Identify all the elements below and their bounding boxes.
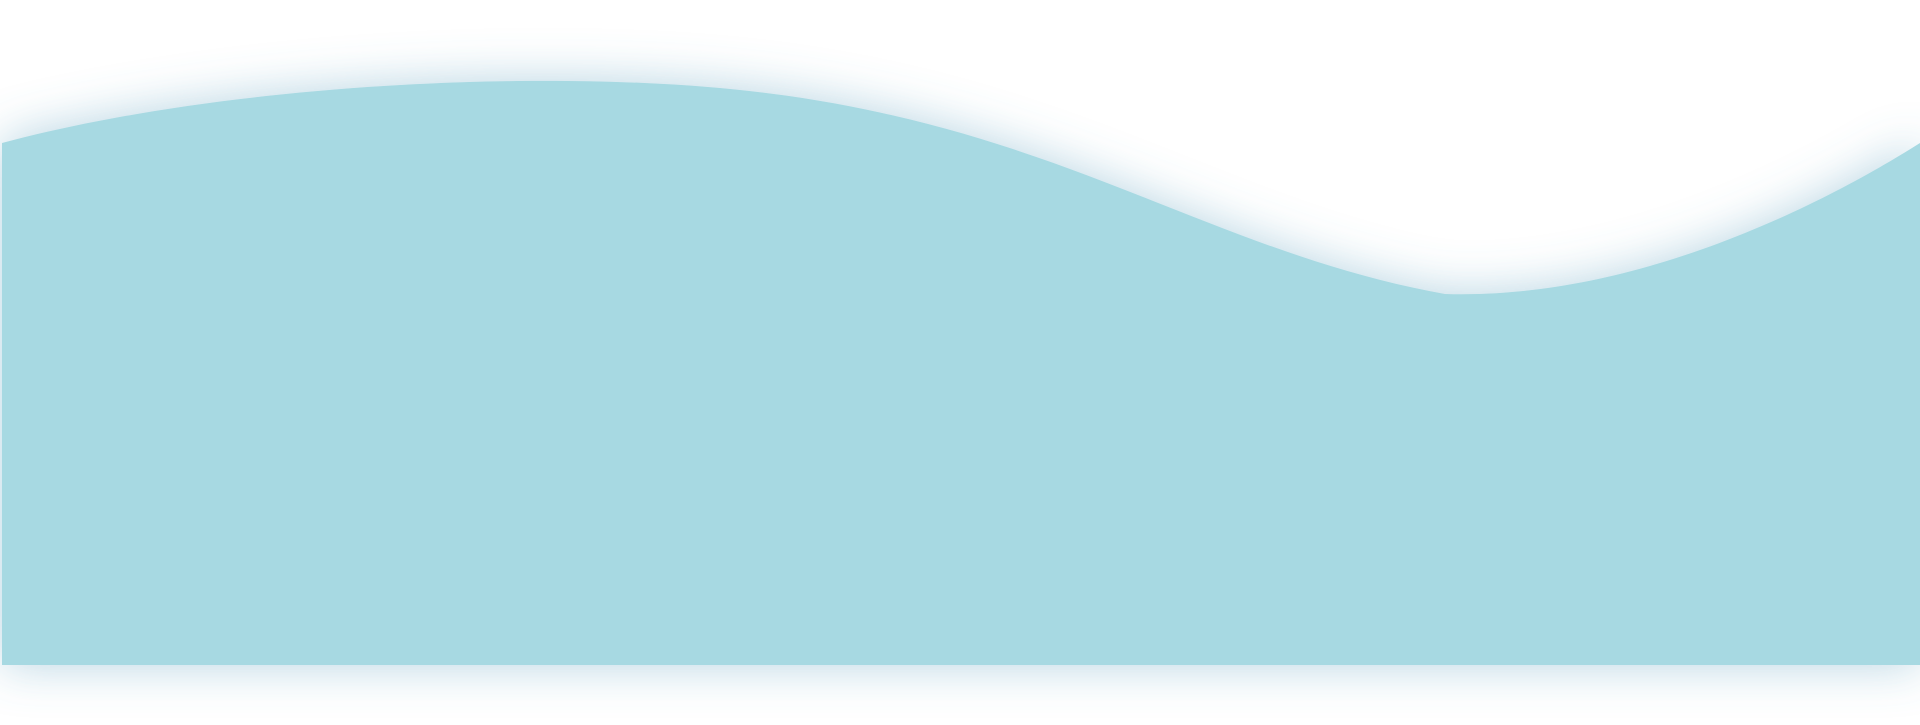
wave-shape: [2, 80, 1920, 666]
